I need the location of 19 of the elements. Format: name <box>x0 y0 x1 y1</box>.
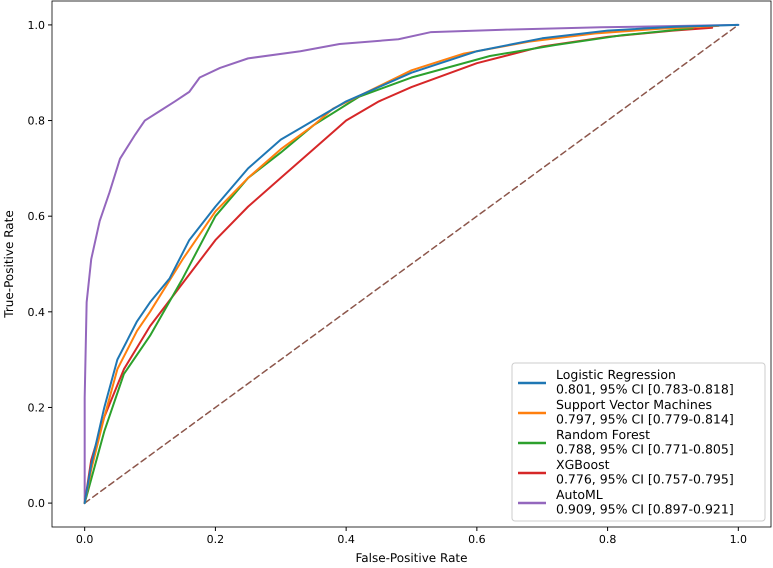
legend-label: Support Vector Machines 0.797, 95% CI [0.779-0.814] <box>556 397 734 426</box>
legend-label: Logistic Regression 0.801, 95% CI [0.783-0.818] <box>556 367 734 396</box>
x-tick-label: 0.6 <box>468 533 486 546</box>
y-tick-label: 0.4 <box>28 306 45 319</box>
x-tick-label: 0.4 <box>337 533 355 546</box>
x-axis-title: False-Positive Rate <box>355 551 468 565</box>
legend-label: Random Forest 0.788, 95% CI [0.771-0.805] <box>556 427 734 456</box>
x-tick-label: 0.8 <box>598 533 616 546</box>
legend-label: XGBoost 0.776, 95% CI [0.757-0.795] <box>556 457 734 486</box>
y-tick-label: 0.8 <box>28 114 45 128</box>
y-tick-label: 0.0 <box>28 497 45 510</box>
x-tick-label: 1.0 <box>730 533 748 546</box>
y-tick-label: 0.2 <box>28 401 45 414</box>
y-tick-label: 1.0 <box>28 18 45 32</box>
x-tick-label: 0.0 <box>76 533 94 546</box>
x-tick-label: 0.2 <box>206 533 224 546</box>
y-tick-label: 0.6 <box>28 210 45 224</box>
y-axis-title: True-Positive Rate <box>2 210 16 319</box>
legend-label: AutoML 0.909, 95% CI [0.897-0.921] <box>556 487 734 516</box>
